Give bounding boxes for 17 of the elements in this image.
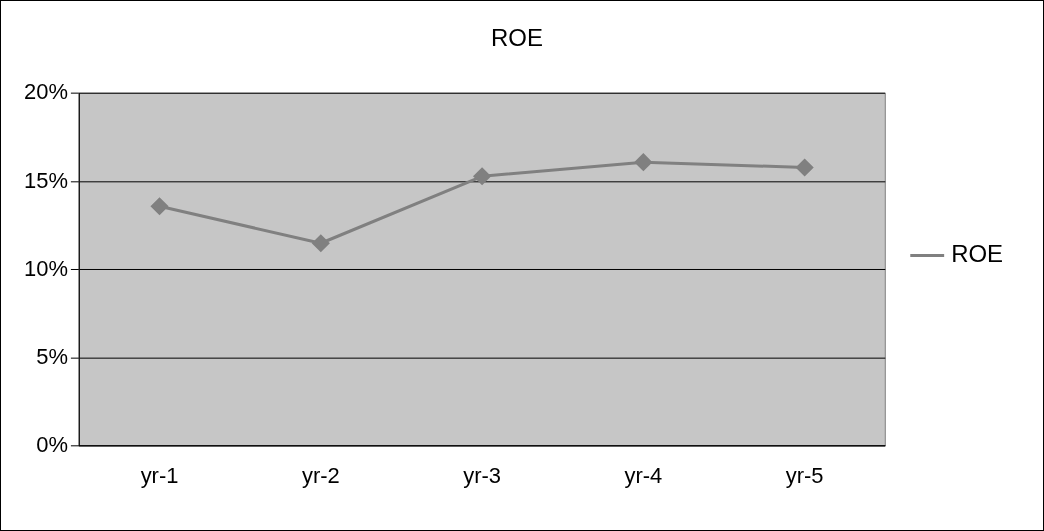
y-tick-label: 15% xyxy=(23,167,68,193)
y-tick-label: 5% xyxy=(36,343,68,369)
x-tick-label: yr-5 xyxy=(785,463,824,489)
point xyxy=(634,153,652,171)
chart-title: ROE xyxy=(491,23,543,51)
x-tick-label: yr-3 xyxy=(463,463,501,489)
y-tick-label: 10% xyxy=(23,255,68,281)
point xyxy=(312,234,330,252)
point xyxy=(151,197,169,215)
y-tick-label: 20% xyxy=(23,79,68,105)
point xyxy=(473,167,491,185)
x-tick-label: yr-2 xyxy=(301,463,340,489)
point xyxy=(796,158,814,176)
x-tick-label: yr-1 xyxy=(140,463,179,489)
legend-label: ROE xyxy=(951,240,1004,268)
x-tick-label: yr-4 xyxy=(624,463,663,489)
y-tick-label: 0% xyxy=(36,431,68,457)
